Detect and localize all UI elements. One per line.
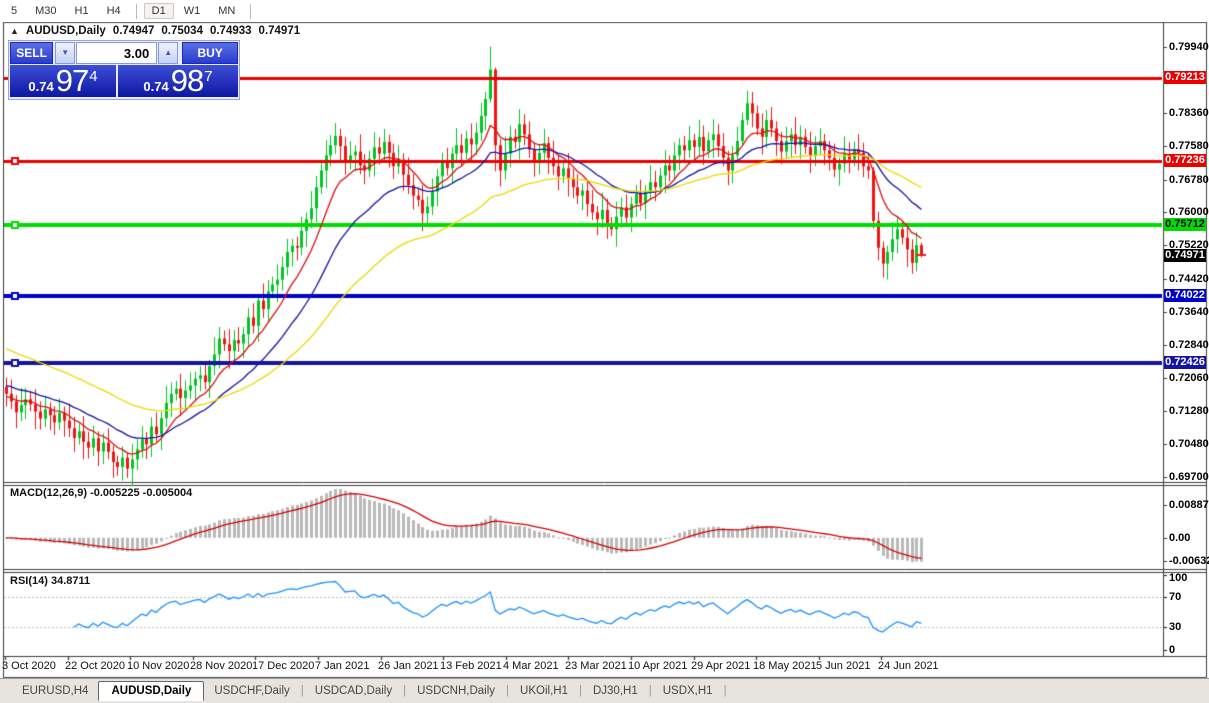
timeframe-button-mn[interactable]: MN (218, 5, 236, 17)
price-tick-label: 0.78360 (1169, 107, 1209, 119)
volume-increase-button[interactable]: ▲ (158, 42, 179, 64)
date-label: 18 May 2021 (753, 660, 817, 672)
ohlc-low: 0.74933 (209, 25, 252, 37)
price-tick-label: 0.75220 (1169, 239, 1209, 251)
rsi-tick-label: 0 (1169, 644, 1176, 656)
current-price-badge: 0.74971 (1164, 249, 1206, 262)
price-tick-label: 0.74420 (1169, 273, 1209, 285)
date-label: 3 Oct 2020 (2, 660, 56, 672)
date-label: 26 Jan 2021 (378, 660, 439, 672)
ohlc-close: 0.74971 (258, 25, 301, 37)
sell-price-big: 97 (55, 63, 89, 98)
price-level-badge: 0.75712 (1164, 218, 1206, 231)
date-label: 28 Nov 2020 (190, 660, 253, 672)
timeframe-toolbar: 5 M30 H1 H4 D1 W1 MN (0, 0, 1209, 22)
chart-tab-usdcnh[interactable]: USDCNH,Daily (417, 685, 496, 697)
symbol-label: AUDUSD,Daily (25, 25, 106, 37)
date-label: 17 Dec 2020 (252, 660, 315, 672)
tab-separator: | (578, 685, 582, 697)
price-level-badge: 0.72426 (1164, 356, 1206, 369)
price-tick-label: 0.71280 (1169, 405, 1209, 417)
volume-input[interactable] (76, 42, 158, 64)
chart-tab-eurusd[interactable]: EURUSD,H4 (22, 685, 89, 697)
volume-decrease-button[interactable]: ▼ (55, 42, 76, 64)
price-tick-label: 0.79940 (1169, 41, 1209, 53)
price-tick-label: 0.77580 (1169, 140, 1209, 152)
sell-button[interactable]: SELL (10, 42, 54, 64)
chart-tab-ukoil[interactable]: UKOil,H1 (520, 685, 568, 697)
date-label: 22 Oct 2020 (65, 660, 125, 672)
macd-tick-label: -0.00632 (1169, 555, 1209, 567)
date-label: 29 Apr 2021 (691, 660, 751, 672)
chart-tab-dj30[interactable]: DJ30,H1 (592, 685, 638, 697)
rsi-tick-label: 70 (1169, 591, 1182, 603)
timeframe-button-h4[interactable]: H4 (106, 5, 121, 17)
buy-price-big: 98 (170, 63, 204, 98)
buy-button[interactable]: BUY (182, 42, 238, 64)
tab-separator: | (648, 685, 652, 697)
price-tick-label: 0.72060 (1169, 372, 1209, 384)
price-level-badge: 0.74022 (1164, 289, 1206, 302)
up-arrow-icon: ▲ (164, 48, 173, 57)
down-arrow-icon: ▼ (61, 48, 70, 57)
timeframe-button-w1[interactable]: W1 (183, 5, 201, 17)
collapse-icon[interactable]: ▲ (10, 26, 19, 36)
timeframe-button-h1[interactable]: H1 (74, 5, 89, 17)
price-tick-label: 0.73640 (1169, 306, 1209, 318)
price-tick-label: 0.70480 (1169, 438, 1209, 450)
buy-price-prefix: 0.74 (143, 79, 169, 94)
tab-separator: | (403, 685, 407, 697)
chart-tab-usdcad[interactable]: USDCAD,Daily (314, 685, 393, 697)
tab-separator: | (723, 685, 727, 697)
date-label: 23 Mar 2021 (565, 660, 627, 672)
toolbar-divider (135, 3, 137, 19)
volume-stepper: ▼ ▲ (55, 42, 179, 64)
date-label: 5 Jun 2021 (816, 660, 871, 672)
rsi-tick-label: 100 (1169, 572, 1188, 584)
timeframe-button-d1[interactable]: D1 (143, 3, 174, 19)
sell-price-sup: 4 (89, 68, 98, 85)
price-tick-label: 0.72840 (1169, 339, 1209, 351)
price-tick-label: 0.76780 (1169, 174, 1209, 186)
toolbar-divider (250, 3, 252, 19)
date-label: 4 Mar 2021 (503, 660, 559, 672)
ohlc-open: 0.74947 (112, 25, 155, 37)
date-label: 7 Jan 2021 (315, 660, 370, 672)
macd-tick-label: 0.00 (1169, 532, 1191, 544)
macd-tick-label: 0.008871 (1169, 499, 1209, 511)
buy-price-sup: 7 (204, 68, 213, 85)
date-label: 10 Nov 2020 (127, 660, 190, 672)
timeframe-button-m30[interactable]: M30 (35, 5, 57, 17)
date-label: 13 Feb 2021 (440, 660, 502, 672)
price-level-badge: 0.79213 (1164, 71, 1206, 84)
chart-tab-audusd[interactable]: AUDUSD,Daily (98, 681, 205, 701)
ohlc-high: 0.75034 (161, 25, 203, 37)
sell-price-prefix: 0.74 (28, 79, 54, 94)
macd-label: MACD(12,26,9) -0.005225 -0.005004 (10, 487, 193, 499)
price-tick-label: 0.69700 (1169, 471, 1209, 483)
date-label: 10 Apr 2021 (628, 660, 688, 672)
date-label: 24 Jun 2021 (878, 660, 939, 672)
buy-price-display[interactable]: 0.74 98 7 (118, 65, 238, 97)
chart-tab-usdchf[interactable]: USDCHF,Daily (214, 685, 290, 697)
chart-title-bar: ▲ AUDUSD,Daily 0.74947 0.75034 0.74933 0… (10, 25, 300, 37)
price-level-badge: 0.77236 (1164, 154, 1206, 167)
tab-separator: | (300, 685, 304, 697)
chart-tab-bar: EURUSD,H4 AUDUSD,Daily USDCHF,Daily | USDCAD… (0, 678, 1209, 703)
chart-tab-usdx[interactable]: USDX,H1 (662, 685, 713, 697)
rsi-label: RSI(14) 34.8711 (10, 575, 91, 587)
timeframe-button-5[interactable]: 5 (11, 5, 18, 17)
rsi-tick-label: 30 (1169, 621, 1182, 633)
sell-price-display[interactable]: 0.74 97 4 (10, 65, 116, 97)
tab-separator: | (506, 685, 510, 697)
price-tick-label: 0.76000 (1169, 206, 1209, 218)
